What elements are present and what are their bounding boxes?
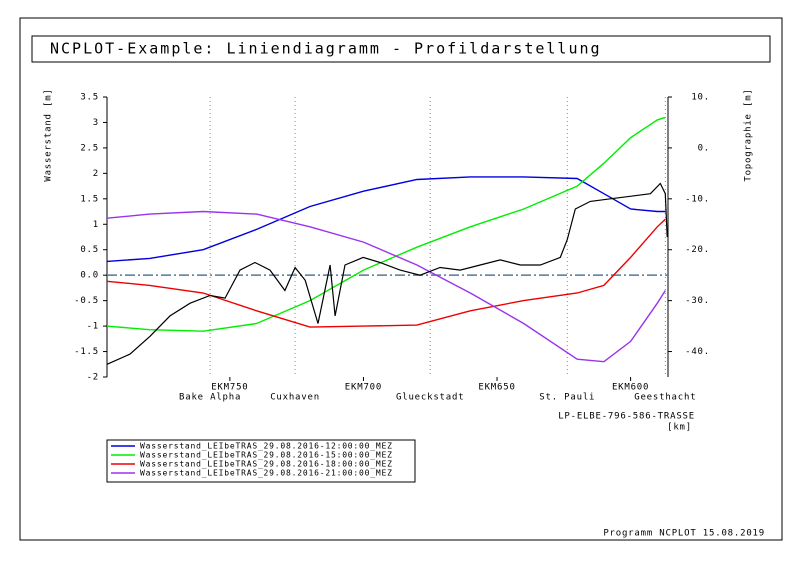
y2-tick-label: -30. [685,296,710,306]
y-tick-label: 2.5 [80,143,99,153]
page-border [19,17,783,541]
marker-label: Bake Alpha [179,393,241,403]
y2-tick-label: -10. [685,194,710,204]
series-line [106,210,666,363]
legend-box [106,439,416,483]
footer: Programm NCPLOT 15.08.2019 [603,529,765,539]
y-axis-label: Wasserstand [m] [44,88,54,181]
y-tick-label: 3.5 [80,93,99,103]
chart-title: NCPLOT-Example: Liniendiagramm - Profild… [50,40,602,58]
y-tick-label: 3 [93,118,99,128]
y2-tick-label: 0. [698,143,710,153]
y2-tick-label: -20. [685,245,710,255]
x-axis-unit: [km] [667,423,692,433]
marker-label: Glueckstadt [396,393,464,403]
legend-label: Wasserstand_LEIbeTRAS_29.08.2016-12:00:0… [140,442,393,451]
y-tick-label: -1 [87,322,99,332]
marker-label: St. Pauli [539,393,595,403]
legend-label: Wasserstand_LEIbeTRAS_29.08.2016-15:00:0… [140,451,393,460]
y-tick-label: 1 [93,220,99,230]
y2-axis-label: Topographie [m] [744,88,754,181]
marker-label: Cuxhaven [270,393,320,403]
y-tick-label: 2 [93,169,99,179]
y2-tick-label: -40. [685,347,710,357]
series-line [106,182,668,365]
x-tick-label: EKM700 [345,383,382,393]
x-axis-label: LP-ELBE-796-586-TRASSE [558,412,695,422]
y-tick-label: 0.5 [80,245,99,255]
y2-tick-label: 10. [691,93,710,103]
y-tick-label: 1.5 [80,194,99,204]
title-box [31,35,771,63]
series-line [106,218,666,328]
x-tick-label: EKM600 [612,383,649,393]
x-tick-label: EKM750 [211,383,248,393]
legend-label: Wasserstand_LEIbeTRAS_29.08.2016-21:00:0… [140,469,393,478]
legend-label: Wasserstand_LEIbeTRAS_29.08.2016-18:00:0… [140,460,393,469]
series-line [106,176,666,263]
y-tick-label: -2 [87,373,99,383]
marker-label: Geesthacht [634,393,696,403]
series-line [106,116,666,332]
y-tick-label: -0.5 [74,296,99,306]
y-tick-label: 0.0 [80,271,99,281]
x-tick-label: EKM650 [478,383,515,393]
y-tick-label: -1.5 [74,347,99,357]
